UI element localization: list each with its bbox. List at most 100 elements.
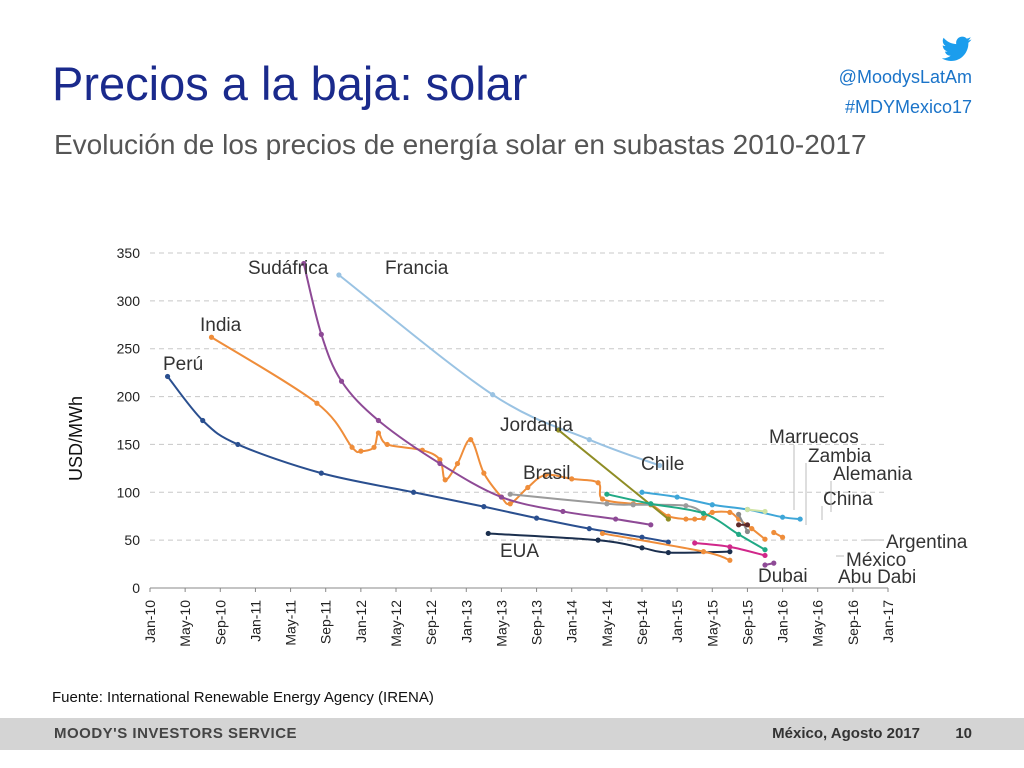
data-point-alemania (779, 514, 786, 520)
data-point-brasil (683, 503, 689, 509)
y-tick-label: 300 (117, 293, 141, 309)
data-point-sudafrica (437, 460, 443, 467)
solar-price-chart: 0 50 100 150 200 250 300 350 Jan-10 May-10 Sep-10 J… (66, 245, 968, 647)
data-point-peru (235, 441, 241, 448)
page-title: Precios a la baja: solar (52, 57, 528, 110)
y-axis-label: USD/MWh (66, 396, 86, 481)
x-tick-label: May-13 (493, 600, 509, 647)
data-point-india (709, 509, 715, 515)
series-label-india: India (200, 315, 242, 336)
data-point-zambia (736, 522, 742, 528)
data-point-brasil (630, 502, 636, 508)
x-tick-label: Sep-15 (739, 600, 755, 645)
data-point-india (314, 400, 320, 406)
data-point-eua (665, 549, 671, 556)
x-tick-label: Jan-10 (142, 600, 158, 643)
data-point-india (692, 516, 698, 522)
data-point-india (700, 515, 707, 521)
y-tick-label: 100 (117, 484, 141, 500)
y-tick-label: 200 (117, 389, 141, 405)
data-point-sudafrica (498, 494, 505, 500)
series-line-marruecos (737, 513, 749, 532)
data-point-eua (595, 537, 601, 543)
series-label-abu-dabi: Abu Dabi (838, 567, 916, 588)
x-tick-label: Sep-16 (845, 600, 861, 645)
data-point-chile (604, 491, 610, 497)
y-tick-label: 0 (132, 580, 140, 596)
series-line-sudafrica (302, 263, 651, 526)
data-point-china (762, 508, 768, 515)
x-tick-label: Jan-11 (247, 600, 263, 642)
footer-bar: MOODY'S INVESTORS SERVICE México, Agosto… (0, 718, 1024, 750)
data-point-peru (586, 526, 592, 532)
data-point-india (454, 460, 461, 467)
data-point-dubai (727, 557, 733, 563)
data-point-india (371, 444, 377, 450)
series-label-argentina: Argentina (886, 532, 968, 553)
data-point-india (762, 536, 768, 542)
data-point-alemania (709, 502, 715, 508)
data-point-argentina (771, 529, 777, 536)
data-point-alemania (674, 494, 680, 500)
series-label-eua: EUA (500, 541, 539, 562)
data-point-dubai (599, 530, 606, 537)
data-point-peru (318, 470, 324, 476)
data-point-sudafrica (648, 522, 654, 528)
data-point-peru (410, 489, 417, 495)
social-block: @MoodysLatAm #MDYMexico17 (839, 36, 972, 122)
data-point-india (599, 496, 606, 502)
x-tick-label: Sep-13 (529, 600, 545, 645)
data-point-india (208, 334, 215, 340)
series-label-marruecos: Marruecos (769, 427, 859, 448)
data-point-india (384, 441, 390, 448)
data-point-chile (762, 547, 768, 553)
y-tick-label: 350 (117, 245, 141, 261)
x-tick-label: Jan-14 (564, 600, 580, 643)
data-point-francia (586, 437, 592, 443)
series-line-peru (166, 375, 669, 544)
series-label-china: China (823, 489, 873, 510)
data-point-india (595, 480, 601, 486)
twitter-handle[interactable]: @MoodysLatAm (838, 67, 972, 87)
data-point-brasil (604, 501, 610, 507)
data-point-argentina (779, 534, 786, 540)
series-label-francia: Francia (385, 258, 449, 279)
data-point-peru (481, 504, 487, 510)
x-tick-label: Jan-13 (458, 600, 474, 643)
data-point-india (481, 470, 487, 476)
data-point-india (507, 501, 513, 507)
series-label-jordania: Jordania (500, 415, 573, 436)
series-line-dubai (602, 532, 731, 562)
hashtag[interactable]: #MDYMexico17 (844, 97, 972, 117)
data-point-zambia (744, 522, 751, 528)
data-point-eua (485, 530, 491, 537)
x-tick-label: May-14 (599, 600, 615, 647)
series-label-dubai: Dubai (758, 566, 808, 587)
series-line-china (747, 508, 766, 513)
data-point-sudafrica (560, 508, 566, 515)
data-point-india (683, 516, 689, 522)
x-tick-label: May-10 (177, 600, 193, 647)
data-point-india (442, 477, 448, 483)
data-point-mexico (727, 544, 733, 550)
footer-brand: MOODY'S INVESTORS SERVICE (54, 725, 298, 742)
x-tick-label: Sep-11 (318, 600, 334, 644)
data-point-india (542, 472, 548, 478)
x-tick-label: May-11 (283, 600, 299, 646)
data-point-eua (639, 545, 645, 551)
twitter-bird-icon (942, 36, 972, 61)
page-number: 10 (955, 725, 972, 742)
data-point-abu-dabi (771, 560, 777, 566)
data-point-francia (490, 392, 496, 398)
data-point-brasil (507, 491, 513, 497)
series-label-brasil: Brasil (523, 463, 571, 484)
x-tick-label: May-16 (810, 600, 826, 647)
y-tick-label: 150 (117, 436, 141, 452)
data-point-chile (736, 531, 742, 537)
data-point-india (749, 526, 755, 532)
data-point-india (727, 509, 733, 515)
data-point-francia (336, 272, 342, 278)
data-point-peru (164, 373, 171, 380)
data-point-peru (200, 417, 206, 424)
data-point-sudafrica (613, 516, 619, 522)
